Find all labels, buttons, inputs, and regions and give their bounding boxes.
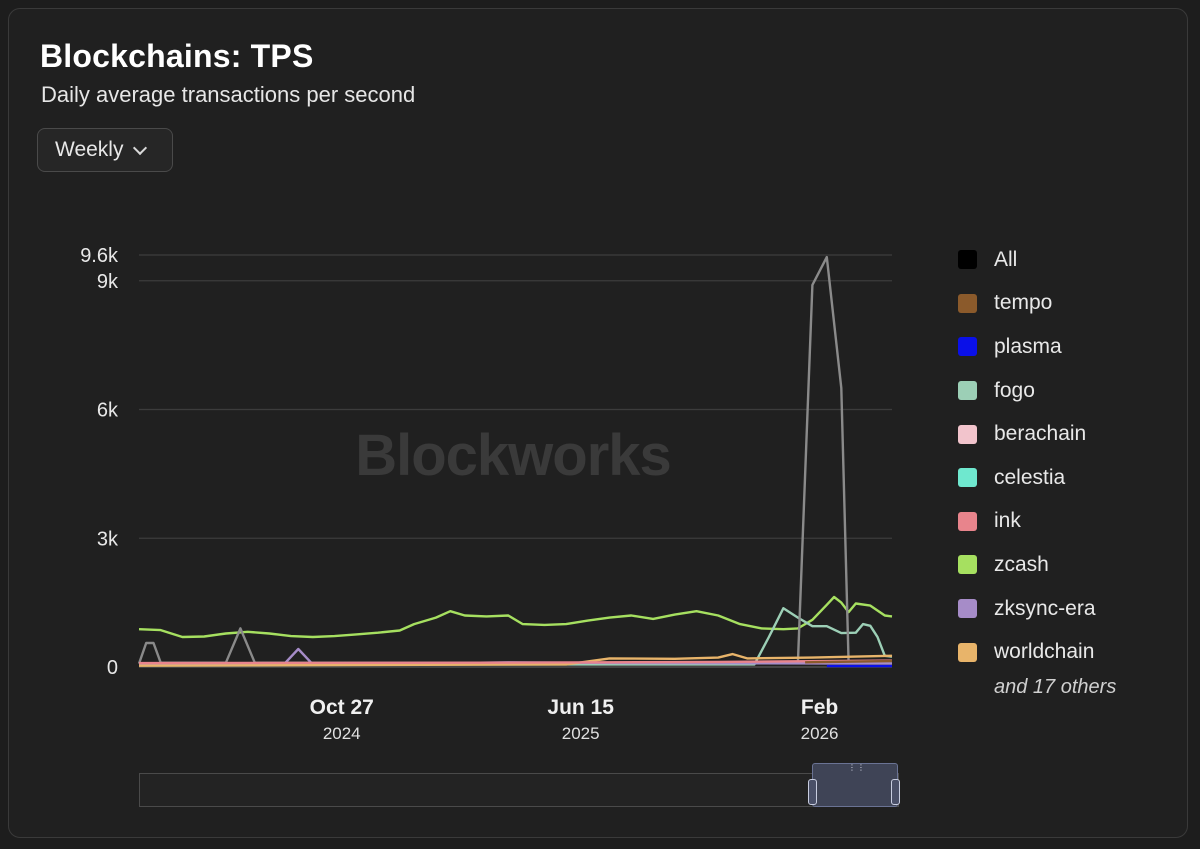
legend-label: worldchain <box>994 640 1095 664</box>
legend-swatch <box>958 293 977 313</box>
legend-label: plasma <box>994 334 1062 358</box>
interval-dropdown[interactable]: Weekly <box>37 128 173 172</box>
legend-label: All <box>994 247 1018 271</box>
y-tick-label: 0 <box>107 657 118 679</box>
chart-subtitle: Daily average transactions per second <box>41 82 416 107</box>
series-line-zcash[interactable] <box>138 595 893 639</box>
y-tick-label: 3k <box>97 528 119 550</box>
x-tick-year: 2026 <box>801 724 839 743</box>
legend-item-tempo[interactable]: tempo <box>958 282 1178 326</box>
legend-label: fogo <box>994 378 1035 402</box>
range-navigator[interactable] <box>139 773 899 807</box>
x-tick-year: 2025 <box>562 724 600 743</box>
watermark: Blockworks <box>355 423 671 488</box>
legend-more[interactable]: and 17 others <box>994 675 1117 698</box>
legend-label: tempo <box>994 291 1053 315</box>
legend-item-zcash[interactable]: zcash <box>958 543 1178 587</box>
x-tick-label: Jun 15 <box>547 696 614 719</box>
legend-swatch <box>958 250 977 270</box>
legend-swatch <box>958 555 977 575</box>
legend-label: celestia <box>994 465 1066 489</box>
legend-swatch <box>958 468 977 488</box>
legend-label: zksync-era <box>994 596 1096 620</box>
grip-icon: ⋮⋮ <box>848 763 866 772</box>
y-axis-labels: 0 3k 6k 9k 9.6k <box>80 245 119 679</box>
navigator-handle-left[interactable] <box>808 779 817 805</box>
y-tick-label: 9k <box>97 271 119 293</box>
legend-item-berachain[interactable]: berachain <box>958 412 1178 456</box>
y-tick-label: 6k <box>97 400 119 422</box>
series-lines <box>137 255 893 668</box>
legend-item-worldchain[interactable]: worldchain <box>958 630 1178 674</box>
legend-swatch <box>958 337 977 357</box>
chart-title: Blockchains: TPS <box>40 38 314 74</box>
series-line-fogo[interactable] <box>139 607 893 666</box>
x-tick-label: Feb <box>801 696 838 719</box>
legend-swatch <box>958 511 977 531</box>
series-line-tempo[interactable] <box>805 659 893 664</box>
legend-label: berachain <box>994 422 1087 446</box>
legend-item-All[interactable]: All <box>958 238 1178 282</box>
navigator-window[interactable] <box>812 763 898 807</box>
x-axis-labels: Oct 27 2024 Jun 15 2025 Feb 2026 <box>310 696 839 743</box>
legend-item-fogo[interactable]: fogo <box>958 369 1178 413</box>
legend-swatch <box>958 381 977 401</box>
legend-item-plasma[interactable]: plasma <box>958 325 1178 369</box>
navigator-handle-right[interactable] <box>891 779 900 805</box>
legend-item-celestia[interactable]: celestia <box>958 456 1178 500</box>
x-tick-label: Oct 27 <box>310 696 374 719</box>
y-tick-label: 9.6k <box>80 245 119 267</box>
x-tick-year: 2024 <box>323 724 361 743</box>
legend-swatch <box>958 599 977 619</box>
legend-item-ink[interactable]: ink <box>958 500 1178 544</box>
legend-swatch <box>958 424 977 444</box>
legend-swatch <box>958 642 977 662</box>
chart-card <box>8 8 1188 838</box>
interval-dropdown-label: Weekly <box>55 138 124 161</box>
legend-label: ink <box>994 509 1021 533</box>
legend-item-zksync-era[interactable]: zksync-era <box>958 587 1178 631</box>
legend: All tempo plasma fogo berachain celestia ink zc… <box>958 238 1178 699</box>
legend-label: zcash <box>994 552 1049 576</box>
grid-lines <box>139 254 892 668</box>
